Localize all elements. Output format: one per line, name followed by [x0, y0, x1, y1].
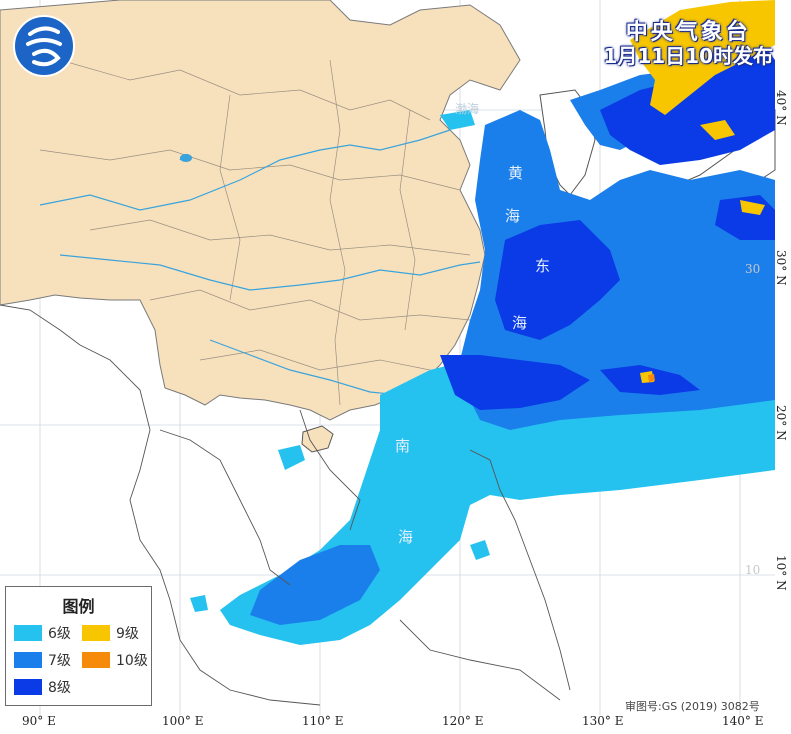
sea-label-huanghai-1: 黄 [508, 164, 524, 182]
legend-label-6: 6级 [48, 626, 71, 642]
wind-level-9 [630, 0, 775, 383]
sea-label-nanhai-2: 海 [398, 528, 414, 546]
legend-label-7: 7级 [48, 653, 71, 669]
map-legend: 图例 6级 9级 7级 10级 8级 [5, 586, 152, 706]
legend-label-9: 9级 [116, 626, 139, 642]
cma-logo [12, 14, 76, 78]
lon-tick-130: 130° E [582, 714, 624, 728]
legend-item-8: 8级 [14, 677, 71, 697]
grid-label-10: 10 [745, 563, 761, 577]
lon-tick-110: 110° E [302, 714, 344, 728]
issuer-org: 中央气象台 [625, 20, 751, 45]
grid-label-30: 30 [745, 262, 761, 276]
legend-label-8: 8级 [48, 680, 71, 696]
sea-label-nanhai-1: 南 [395, 437, 411, 455]
sea-label-bohai: 渤海 [455, 102, 480, 116]
legend-title: 图例 [62, 597, 95, 616]
legend-swatch-6 [14, 625, 42, 641]
legend-item-6: 6级 [14, 623, 71, 643]
legend-swatch-8 [14, 679, 42, 695]
legend-item-7: 7级 [14, 650, 71, 670]
land-china [0, 0, 521, 421]
lon-tick-120: 120° E [442, 714, 484, 728]
issuer-block: 中央气象台 1月11日10时发布 [603, 20, 773, 68]
legend-item-10: 10级 [82, 650, 148, 670]
lon-tick-90: 90° E [22, 714, 56, 728]
rivers [39, 129, 481, 396]
land-hainan [301, 425, 334, 453]
legend-swatch-10 [82, 652, 110, 668]
sea-label-donghai-1: 东 [535, 257, 551, 275]
lat-tick-10: 10° N [774, 555, 788, 591]
lat-tick-20: 20° N [774, 405, 788, 441]
legend-item-9: 9级 [82, 623, 139, 643]
legend-label-10: 10级 [116, 653, 148, 669]
map-approval-number: 审图号:GS (2019) 3082号 [625, 700, 760, 713]
lon-tick-140: 140° E [722, 714, 764, 728]
legend-swatch-7 [14, 652, 42, 668]
lat-tick-30: 30° N [774, 250, 788, 286]
sea-label-huanghai-2: 海 [505, 207, 521, 225]
wind-level-10 [648, 374, 655, 382]
qinghai-lake [180, 154, 192, 162]
lat-tick-40: 40° N [774, 90, 788, 126]
legend-swatch-9 [82, 625, 110, 641]
issue-time: 1月11日10时发布 [603, 44, 773, 69]
lon-tick-100: 100° E [162, 714, 204, 728]
coastlines-se-asia [0, 304, 571, 706]
province-borders [39, 59, 471, 406]
sea-label-donghai-2: 海 [512, 314, 528, 332]
